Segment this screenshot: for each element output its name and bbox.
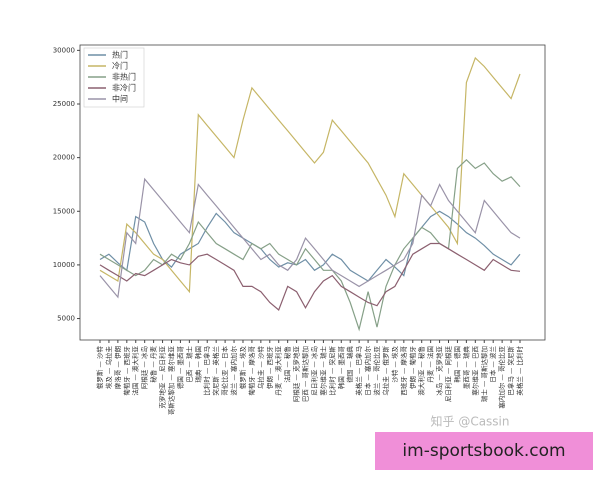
x-tick-label: 法国 — 澳大利亚 <box>131 346 140 396</box>
x-tick-label: 丹麦 — 澳大利亚 <box>274 346 283 396</box>
x-tick-label: 秘鲁 — 丹麦 <box>149 346 158 383</box>
x-tick-label: 澳大利亚 — 秘鲁 <box>417 346 426 396</box>
x-tick-label: 波兰 — 哥伦比亚 <box>372 346 381 396</box>
y-tick-label: 15000 <box>53 207 75 215</box>
x-tick-label: 英格兰 — 比利时 <box>515 346 524 396</box>
y-tick-label: 25000 <box>53 100 75 108</box>
x-tick-label: 伊朗 — 葡萄牙 <box>408 346 417 390</box>
watermark: 知乎 @Cassin <box>431 415 510 429</box>
x-tick-label: 俄罗斯 — 埃及 <box>238 346 247 390</box>
x-tick-label: 乌拉圭 — 俄罗斯 <box>381 346 390 396</box>
legend-label: 冷门 <box>112 61 128 71</box>
x-tick-label: 俄罗斯 — 沙特 <box>95 346 104 390</box>
series-line <box>99 210 521 282</box>
x-tick-label: 比利时 — 巴拿马 <box>202 346 211 396</box>
x-tick-label: 尼日利亚 — 冰岛 <box>309 346 318 396</box>
x-tick-label: 波兰 — 塞内加尔 <box>229 346 238 396</box>
x-tick-label: 冰岛 — 克罗地亚 <box>435 346 444 396</box>
legend-label: 中间 <box>112 94 128 104</box>
x-tick-label: 西班牙 — 摩洛哥 <box>399 346 408 396</box>
x-tick-label: 摩洛哥 — 伊朗 <box>113 346 122 389</box>
x-tick-label: 日本 — 塞内加尔 <box>363 346 372 396</box>
x-tick-label: 尼日利亚 — 阿根廷 <box>444 346 453 403</box>
x-tick-label: 墨西哥 — 瑞典 <box>461 346 470 390</box>
x-tick-label: 丹麦 — 法国 <box>426 346 435 383</box>
x-tick-label: 阿根廷 — 冰岛 <box>140 346 149 389</box>
legend-label: 热门 <box>112 50 128 60</box>
y-tick-label: 10000 <box>53 261 75 269</box>
x-tick-label: 韩国 — 德国 <box>452 346 461 383</box>
x-tick-label: 伊朗 — 西班牙 <box>265 346 274 390</box>
x-tick-label: 巴西 — 哥斯达黎加 <box>301 346 310 402</box>
x-tick-label: 乌拉圭 — 沙特 <box>256 346 265 390</box>
legend-label: 非热门 <box>112 72 136 82</box>
x-tick-label: 韩国 — 墨西哥 <box>336 346 345 390</box>
x-tick-label: 克罗地亚 — 尼日利亚 <box>158 346 167 409</box>
series-line <box>99 177 521 299</box>
x-tick-label: 埃及 — 乌拉圭 <box>104 346 113 390</box>
series-line <box>99 158 521 332</box>
y-tick-label: 20000 <box>53 154 75 162</box>
x-tick-label: 葡萄牙 — 西班牙 <box>122 346 131 396</box>
x-tick-label: 哥斯达黎加 — 塞尔维亚 <box>166 346 175 416</box>
x-tick-label: 哥伦比亚 — 日本 <box>220 346 229 396</box>
x-tick-label: 塞尔维亚 — 巴西 <box>470 346 479 396</box>
x-tick-label: 沙特 — 埃及 <box>390 346 399 383</box>
x-tick-label: 突尼斯 — 英格兰 <box>211 346 220 396</box>
series-line <box>99 242 521 312</box>
x-tick-label: 塞尔维亚 — 瑞士 <box>318 346 327 396</box>
plot-frame <box>79 44 546 341</box>
x-tick-label: 日本 — 波兰 <box>488 346 497 383</box>
y-tick-label: 5000 <box>57 315 75 323</box>
banner: im-sportsbook.com <box>375 432 593 470</box>
x-tick-label: 巴西 — 瑞士 <box>184 346 193 383</box>
x-tick-label: 法国 — 秘鲁 <box>283 346 292 383</box>
legend-label: 非冷门 <box>112 83 136 93</box>
x-tick-label: 阿根廷 — 克罗地亚 <box>292 346 301 403</box>
x-tick-label: 塞内加尔 — 哥伦比亚 <box>497 346 506 409</box>
x-tick-label: 巴拿马 — 突尼斯 <box>506 346 515 396</box>
x-tick-label: 瑞典 — 韩国 <box>193 346 202 383</box>
x-tick-label: 比利时 — 突尼斯 <box>327 346 336 396</box>
x-tick-label: 德国 — 瑞典 <box>345 346 354 383</box>
x-tick-label: 瑞士 — 哥斯达黎加 <box>479 346 488 402</box>
x-tick-label: 德国 — 墨西哥 <box>175 346 184 390</box>
y-tick-label: 30000 <box>53 46 75 54</box>
x-tick-label: 英格兰 — 巴拿马 <box>354 346 363 396</box>
x-tick-label: 葡萄牙 — 摩洛哥 <box>247 346 256 396</box>
